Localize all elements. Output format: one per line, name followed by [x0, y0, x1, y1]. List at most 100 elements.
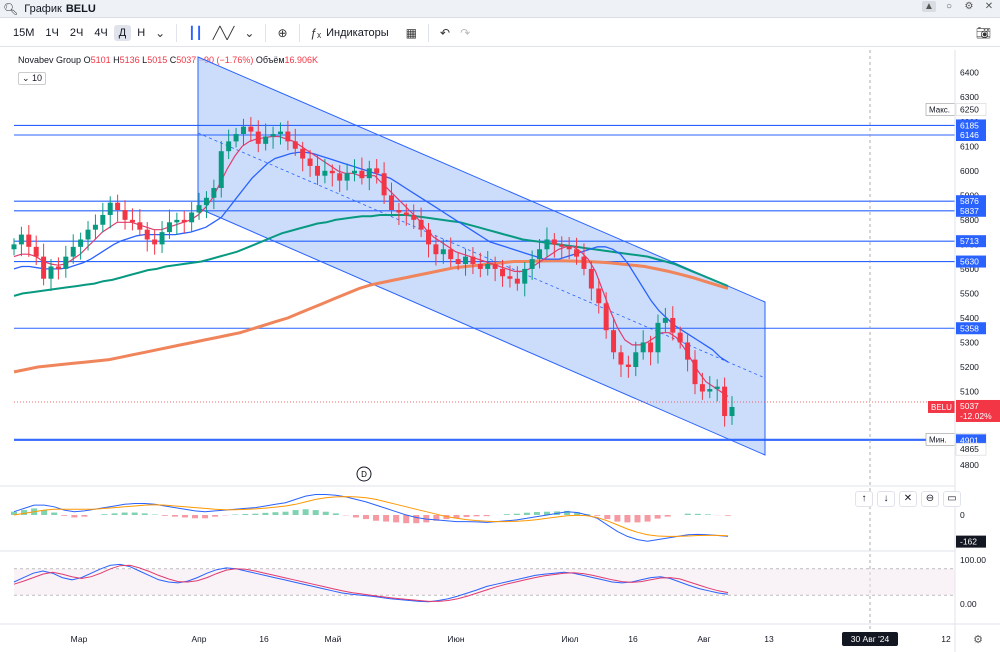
candle-body[interactable] — [470, 256, 476, 264]
circle-icon[interactable]: ○ — [945, 1, 953, 12]
candle-body[interactable] — [500, 268, 506, 277]
collapse-icon[interactable]: ⊖ — [921, 491, 939, 507]
ma-slow-line[interactable] — [13, 214, 729, 297]
chevron-up-icon[interactable]: ▲ — [922, 1, 936, 12]
candle-body[interactable] — [596, 288, 602, 304]
line-chart-icon[interactable]: ╱╲╱ — [212, 25, 235, 40]
candle-body[interactable] — [603, 303, 609, 331]
candle-body[interactable] — [307, 158, 313, 166]
arrow-down-icon[interactable]: ↓ — [877, 491, 895, 507]
candle-body[interactable] — [648, 342, 654, 353]
candle-body[interactable] — [181, 219, 187, 223]
regression-channel[interactable] — [197, 56, 766, 456]
candle-body[interactable] — [477, 264, 483, 269]
candle-body[interactable] — [55, 266, 61, 269]
candle-body[interactable] — [189, 212, 195, 223]
candle-body[interactable] — [248, 126, 254, 132]
macd-line[interactable] — [13, 494, 729, 542]
candle-body[interactable] — [588, 268, 594, 289]
legend-symbol-name[interactable]: Novabev Group — [18, 55, 82, 65]
candle-body[interactable] — [662, 317, 668, 323]
chevron-down-icon[interactable]: ⌄ — [244, 25, 255, 40]
candle-body[interactable] — [107, 202, 113, 215]
candle-body[interactable] — [618, 352, 624, 365]
candle-body[interactable] — [270, 134, 276, 137]
search-icon[interactable]: 🔍︎ — [3, 1, 19, 16]
candle-body[interactable] — [507, 276, 513, 279]
candle-body[interactable] — [285, 131, 291, 142]
dividend-marker[interactable] — [356, 466, 372, 482]
interval-day[interactable]: Д — [113, 24, 132, 41]
interval-1h[interactable]: 1Ч — [45, 26, 59, 39]
candle-body[interactable] — [122, 210, 128, 220]
interval-2h[interactable]: 2Ч — [69, 26, 84, 39]
candle-body[interactable] — [426, 229, 432, 245]
candle-body[interactable] — [574, 249, 580, 257]
candle-body[interactable] — [699, 384, 705, 392]
candle-body[interactable] — [566, 246, 572, 250]
candle-body[interactable] — [322, 170, 328, 176]
candle-body[interactable] — [559, 244, 565, 247]
camera-icon[interactable]: 📷︎ — [975, 25, 991, 40]
candle-body[interactable] — [277, 131, 283, 135]
candle-body[interactable] — [411, 214, 417, 220]
candle-body[interactable] — [329, 170, 335, 174]
undo-icon[interactable]: ↶ — [440, 25, 451, 40]
candle-body[interactable] — [41, 256, 47, 279]
candle-body[interactable] — [529, 259, 535, 269]
ma-period-badge[interactable]: ⌄ 10 — [18, 72, 47, 85]
candle-body[interactable] — [485, 264, 491, 269]
candle-body[interactable] — [514, 278, 520, 284]
indicators-icon[interactable]: ƒₓ — [310, 25, 322, 40]
candle-body[interactable] — [48, 266, 54, 279]
candle-body[interactable] — [174, 219, 180, 223]
candle-body[interactable] — [522, 268, 528, 284]
candle-body[interactable] — [440, 249, 446, 255]
candle-body[interactable] — [655, 322, 661, 353]
candle-body[interactable] — [448, 249, 454, 260]
candle-body[interactable] — [63, 256, 69, 269]
candle-body[interactable] — [418, 219, 424, 230]
candle-body[interactable] — [292, 141, 298, 149]
candle-body[interactable] — [11, 244, 17, 250]
candle-body[interactable] — [396, 210, 402, 213]
candle-body[interactable] — [381, 173, 387, 196]
candle-body[interactable] — [611, 330, 617, 353]
candle-body[interactable] — [203, 197, 209, 206]
stoch-k-line[interactable] — [13, 563, 729, 603]
add-compare-icon[interactable]: ⊕ — [277, 25, 288, 40]
candle-body[interactable] — [196, 205, 202, 213]
candle-body[interactable] — [129, 219, 135, 223]
interval-week[interactable]: Н — [137, 26, 146, 39]
candle-body[interactable] — [166, 222, 172, 233]
candle-body[interactable] — [492, 264, 498, 269]
candle-body[interactable] — [26, 234, 32, 247]
candle-body[interactable] — [722, 386, 728, 417]
stoch-d-line[interactable] — [13, 564, 729, 602]
candle-body[interactable] — [226, 141, 232, 152]
candles-icon[interactable]: ┃┃ — [188, 25, 203, 40]
interval-15m[interactable]: 15M — [13, 26, 35, 39]
candle-body[interactable] — [670, 317, 676, 333]
macd-signal-line[interactable] — [13, 496, 729, 537]
candle-body[interactable] — [633, 352, 639, 367]
candle-body[interactable] — [33, 246, 39, 257]
close-icon[interactable]: ✕ — [984, 1, 994, 12]
arrow-up-icon[interactable]: ↑ — [855, 491, 873, 507]
redo-icon[interactable]: ↷ — [460, 25, 471, 40]
candle-body[interactable] — [70, 246, 76, 257]
candle-body[interactable] — [92, 224, 98, 230]
candle-body[interactable] — [551, 239, 557, 245]
candle-body[interactable] — [233, 134, 239, 142]
candle-body[interactable] — [374, 168, 380, 174]
indicators-button[interactable]: Индикаторы — [326, 26, 389, 39]
gear-icon[interactable]: ⚙ — [973, 634, 983, 646]
candle-body[interactable] — [137, 222, 143, 230]
candle-body[interactable] — [433, 244, 439, 255]
ma-200-line[interactable] — [13, 259, 729, 374]
candle-body[interactable] — [463, 256, 469, 264]
ma-fast-line[interactable] — [13, 135, 729, 397]
candle-body[interactable] — [85, 229, 91, 240]
candle-body[interactable] — [115, 202, 121, 211]
candle-body[interactable] — [692, 359, 698, 385]
